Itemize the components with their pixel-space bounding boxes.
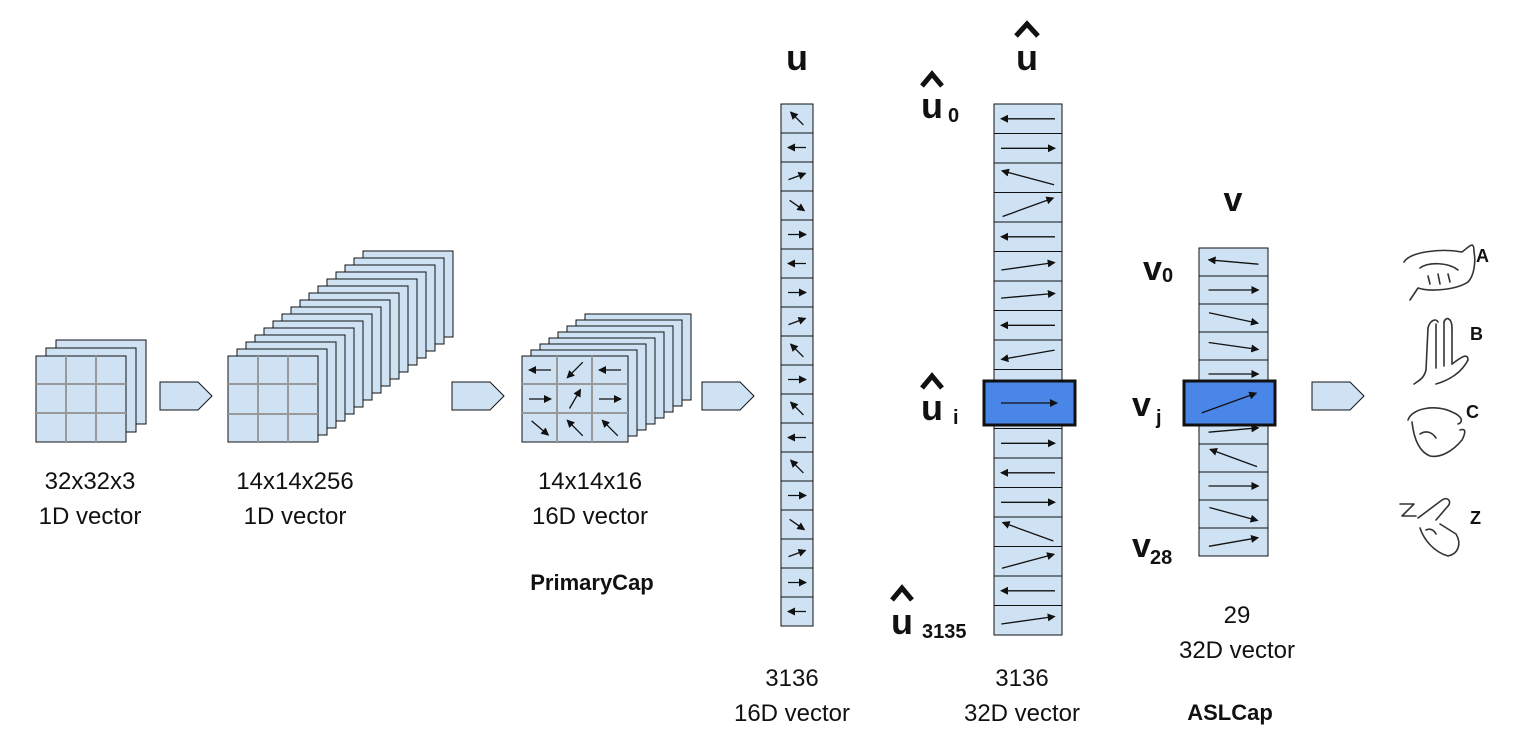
primary-caps-arrow bbox=[566, 419, 584, 437]
svg-text:u: u bbox=[1016, 37, 1038, 78]
v-vector-arrow bbox=[1208, 424, 1260, 433]
hand-sign-a-icon bbox=[1403, 244, 1476, 301]
v-vector-arrow bbox=[1209, 506, 1259, 523]
flow-arrow-1 bbox=[159, 381, 213, 411]
uhat-dims-label: 3136 bbox=[995, 665, 1048, 692]
u-desc-label: 16D vector bbox=[734, 700, 850, 727]
primary-caps-arrow bbox=[601, 419, 619, 437]
v-dims-label: 29 bbox=[1224, 602, 1251, 629]
flow-arrow-2 bbox=[451, 381, 505, 411]
svg-text:u: u bbox=[921, 85, 943, 126]
primary-caps-arrow bbox=[566, 361, 584, 379]
u-vector-cell bbox=[780, 161, 814, 192]
output-letter-z: Z bbox=[1470, 508, 1481, 528]
output-letter-b: B bbox=[1470, 324, 1483, 344]
v-0-label: v 0 bbox=[1143, 250, 1173, 288]
svg-text:v: v bbox=[1143, 250, 1162, 288]
v-j-label: v j bbox=[1132, 386, 1162, 429]
uhat-vector-arrow bbox=[1001, 552, 1056, 569]
svg-text:v: v bbox=[1132, 527, 1151, 565]
conv-desc-label: 1D vector bbox=[244, 503, 347, 530]
u-vector-arrow bbox=[788, 549, 807, 558]
uhat-vector-arrow bbox=[1000, 349, 1055, 363]
v-vector-arrow bbox=[1207, 256, 1259, 265]
u-vector-arrow bbox=[789, 199, 806, 212]
flow-arrow-4 bbox=[1311, 381, 1365, 411]
svg-text:0: 0 bbox=[1162, 265, 1173, 287]
flow-arrow-3 bbox=[701, 381, 755, 411]
svg-text:j: j bbox=[1155, 407, 1162, 429]
svg-text:v: v bbox=[1132, 386, 1151, 424]
u-vector-arrow bbox=[788, 317, 807, 326]
uhat-vector-arrow bbox=[1002, 196, 1055, 218]
uhat-desc-label: 32D vector bbox=[964, 700, 1080, 727]
uhat-vector-arrow bbox=[1001, 613, 1056, 625]
u-vector-cell bbox=[780, 480, 814, 511]
svg-text:i: i bbox=[953, 407, 959, 429]
svg-text:28: 28 bbox=[1150, 547, 1172, 569]
conv-feature-map-stack bbox=[227, 250, 454, 443]
primary-dims-label: 14x14x16 bbox=[538, 468, 642, 495]
v-vector-column bbox=[1182, 247, 1277, 557]
u-vector-arrow bbox=[788, 172, 807, 181]
hand-sign-b-icon bbox=[1413, 317, 1469, 385]
conv-feature-map bbox=[227, 355, 319, 443]
u-vector-arrow bbox=[789, 401, 804, 416]
u-vector-arrow bbox=[789, 518, 806, 531]
input-volume bbox=[35, 339, 147, 443]
primary-caps-stack bbox=[521, 313, 692, 443]
v-28-label: v 28 bbox=[1132, 527, 1172, 569]
uhat-3135-label: u 3135 bbox=[890, 584, 967, 643]
uhat-0-label: u 0 bbox=[920, 70, 959, 127]
v-vector-arrow bbox=[1208, 312, 1259, 326]
conv-dims-label: 14x14x256 bbox=[236, 468, 353, 495]
v-desc-label: 32D vector bbox=[1179, 637, 1295, 664]
v-symbol: v bbox=[1224, 181, 1243, 219]
primarycap-name: PrimaryCap bbox=[530, 570, 654, 595]
svg-text:u: u bbox=[891, 601, 913, 642]
uhat-i-label: u i bbox=[920, 372, 959, 429]
primary-caps-arrow bbox=[568, 388, 582, 409]
hand-sign-c-icon bbox=[1407, 407, 1466, 458]
svg-text:0: 0 bbox=[948, 105, 959, 127]
v-vector-arrow bbox=[1208, 341, 1260, 353]
input-dims-label: 32x32x3 bbox=[45, 468, 136, 495]
v-j-arrow bbox=[1201, 391, 1258, 414]
v-vector-arrow bbox=[1208, 534, 1260, 547]
u-vector-arrow bbox=[789, 111, 804, 126]
primary-desc-label: 16D vector bbox=[532, 503, 648, 530]
aslcap-name: ASLCap bbox=[1187, 700, 1273, 725]
u-vector-arrow bbox=[789, 459, 804, 474]
svg-text:u: u bbox=[921, 387, 943, 428]
uhat-vector-arrow bbox=[1001, 290, 1056, 299]
u-vector-arrow bbox=[789, 343, 804, 358]
v-vector-arrow bbox=[1209, 448, 1258, 468]
uhat-vector-arrow bbox=[1001, 521, 1054, 542]
primary-caps-arrow bbox=[531, 420, 550, 436]
uhat-vector-arrow bbox=[1000, 168, 1055, 186]
u-dims-label: 3136 bbox=[765, 665, 818, 692]
u-vector-cell bbox=[780, 567, 814, 598]
uhat-vector-column bbox=[982, 103, 1077, 636]
u-vector-column bbox=[780, 103, 814, 627]
hand-sign-z-icon bbox=[1399, 497, 1460, 557]
u-symbol: u bbox=[786, 37, 808, 78]
output-letter-a: A bbox=[1476, 246, 1489, 266]
svg-text:3135: 3135 bbox=[922, 621, 967, 643]
output-letter-c: C bbox=[1466, 402, 1479, 422]
uhat-vector-arrow bbox=[1001, 259, 1056, 271]
input-desc-label: 1D vector bbox=[39, 503, 142, 530]
uhat-symbol: u bbox=[1014, 20, 1040, 78]
